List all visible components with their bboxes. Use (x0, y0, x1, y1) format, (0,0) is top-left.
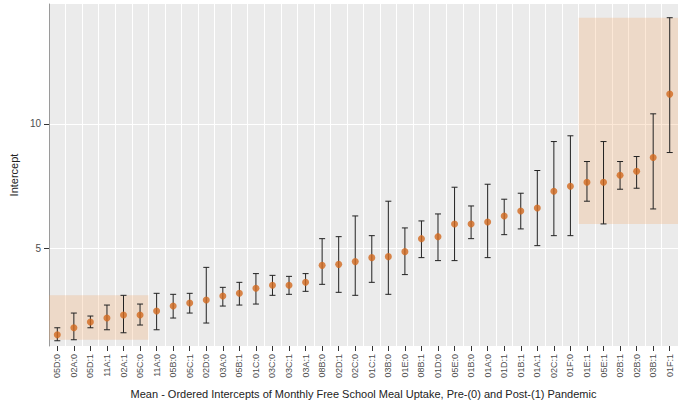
svg-text:01A:0: 01A:0 (483, 354, 493, 378)
svg-text:01F:0: 01F:0 (565, 354, 575, 377)
svg-text:03B:1: 03B:1 (648, 354, 658, 378)
svg-text:11A:0: 11A:0 (152, 354, 162, 377)
svg-text:02C:1: 02C:1 (549, 354, 559, 378)
svg-text:02A:1: 02A:1 (119, 354, 129, 378)
svg-text:05B:0: 05B:0 (168, 354, 178, 378)
svg-text:01D:0: 01D:0 (433, 354, 443, 378)
svg-text:05C:1: 05C:1 (185, 354, 195, 378)
svg-text:01D:1: 01D:1 (499, 354, 509, 378)
svg-text:11A:1: 11A:1 (102, 354, 112, 377)
svg-text:03C:0: 03C:0 (267, 354, 277, 378)
svg-text:01E:0: 01E:0 (400, 354, 410, 378)
svg-text:02B:1: 02B:1 (615, 354, 625, 378)
svg-text:03C:1: 03C:1 (284, 354, 294, 378)
svg-text:02A:0: 02A:0 (69, 354, 79, 378)
svg-text:05B:1: 05B:1 (234, 354, 244, 378)
svg-text:05E:1: 05E:1 (599, 354, 609, 378)
svg-text:01B:1: 01B:1 (516, 354, 526, 378)
svg-text:05D:0: 05D:0 (52, 354, 62, 378)
svg-text:01C:0: 01C:0 (251, 354, 261, 378)
svg-text:01A:1: 01A:1 (532, 354, 542, 378)
svg-text:08B:1: 08B:1 (416, 354, 426, 378)
svg-text:5: 5 (35, 243, 41, 254)
svg-text:02D:0: 02D:0 (201, 354, 211, 378)
svg-text:01C:1: 01C:1 (367, 354, 377, 378)
svg-text:01F:1: 01F:1 (665, 354, 675, 377)
svg-text:Intercept: Intercept (8, 154, 20, 197)
svg-text:03B:0: 03B:0 (383, 354, 393, 378)
svg-text:05D:1: 05D:1 (85, 354, 95, 378)
svg-text:02B:0: 02B:0 (632, 354, 642, 378)
svg-text:05E:0: 05E:0 (450, 354, 460, 378)
svg-text:01E:1: 01E:1 (582, 354, 592, 378)
svg-text:08B:0: 08B:0 (317, 354, 327, 378)
svg-text:02D:1: 02D:1 (334, 354, 344, 378)
svg-text:03A:1: 03A:1 (301, 354, 311, 378)
svg-text:10: 10 (30, 118, 42, 129)
svg-text:03A:0: 03A:0 (218, 354, 228, 378)
svg-text:Mean - Ordered Intercepts of M: Mean - Ordered Intercepts of Monthly Fre… (131, 388, 597, 400)
svg-text:05C:0: 05C:0 (135, 354, 145, 378)
svg-text:02C:0: 02C:0 (350, 354, 360, 378)
svg-text:01B:0: 01B:0 (466, 354, 476, 378)
